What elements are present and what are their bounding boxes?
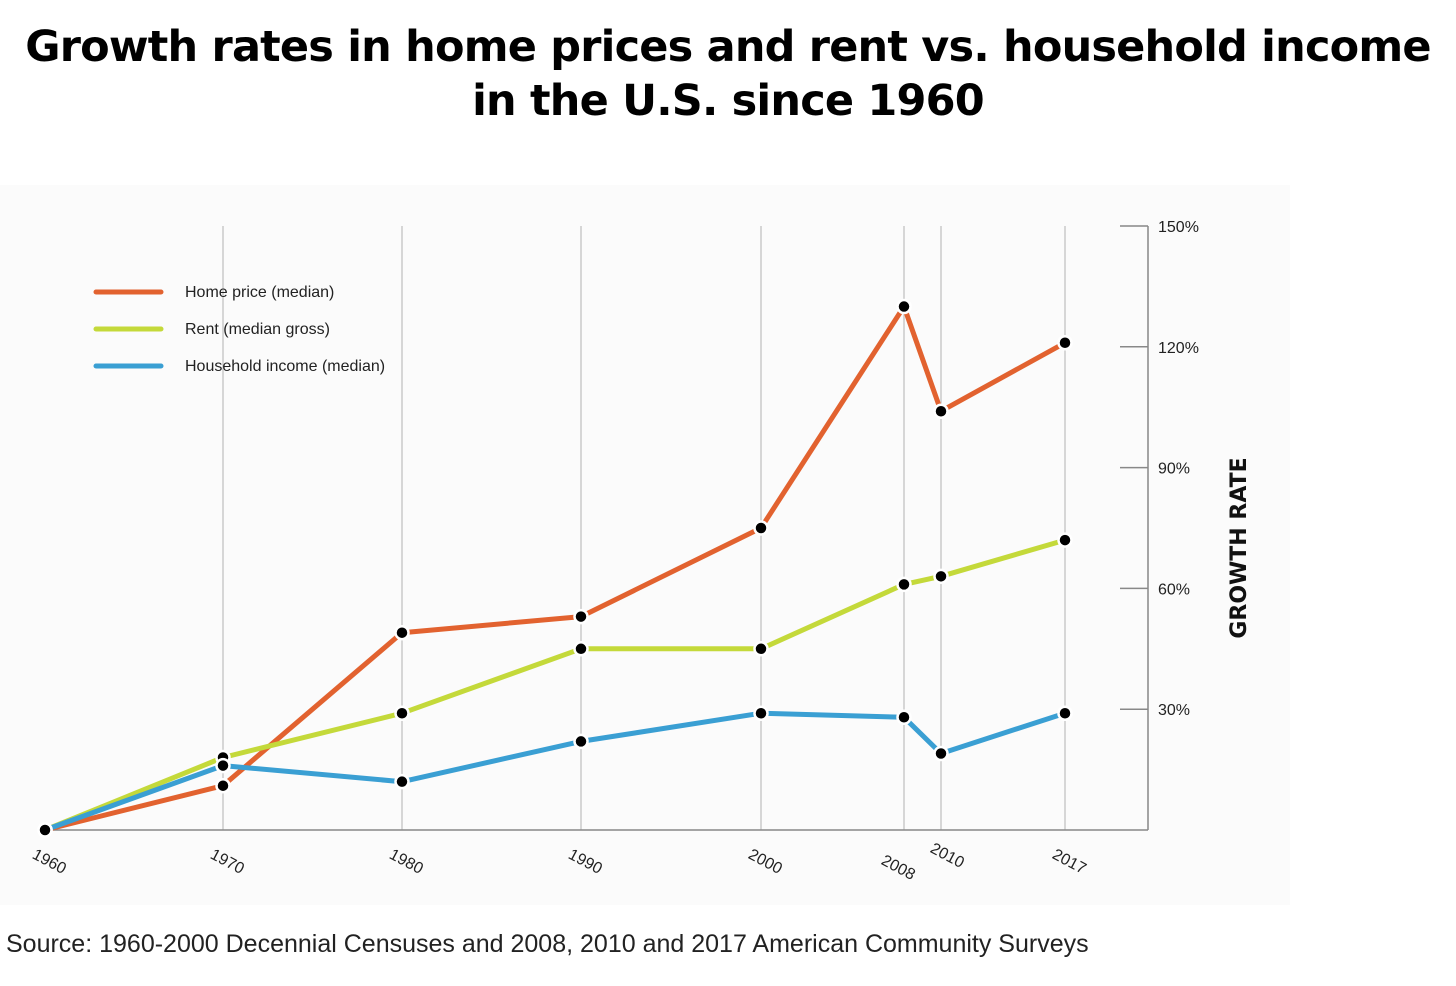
y-tick-label: 120% (1158, 340, 1199, 357)
series-points (37, 298, 1073, 838)
data-point-1-1990 (573, 641, 589, 657)
data-point-1-2000 (753, 641, 769, 657)
data-point-2-2008 (896, 709, 912, 726)
data-point-2-1990 (573, 733, 589, 750)
data-point-0-1990 (573, 608, 589, 625)
data-point-2-2010 (933, 745, 949, 762)
plot-background (0, 185, 1290, 905)
y-ticks: 30% 60% 90% 120% 150% (1120, 219, 1199, 719)
data-point-2-2017 (1057, 705, 1073, 721)
axes (45, 226, 1149, 831)
data-point-0-1980 (394, 624, 410, 641)
legend-label-1: Rent (median gross) (185, 321, 330, 338)
y-axis-label: GROWTH RATE (1227, 457, 1252, 638)
data-point-0-2008 (896, 298, 912, 315)
data-point-1-2017 (1057, 532, 1073, 548)
data-point-2-2000 (753, 705, 769, 721)
y-tick-label: 150% (1158, 219, 1199, 236)
data-point-0-2010 (933, 403, 949, 419)
data-point-0-1970 (215, 777, 231, 794)
data-point-0-2000 (753, 520, 769, 536)
y-tick-label: 30% (1158, 702, 1190, 719)
series-line-2 (42, 710, 1068, 833)
data-point-0-2017 (1057, 335, 1073, 351)
legend-label-2: Household income (median) (185, 358, 385, 375)
legend-label-0: Home price (median) (185, 284, 334, 301)
data-point-1-2010 (933, 568, 949, 585)
source-note: Source: 1960-2000 Decennial Censuses and… (6, 930, 1089, 958)
data-point-2-1960 (37, 822, 53, 838)
legend: Home price (median) Rent (median gross) Ho… (93, 284, 385, 375)
chart-title: Growth rates in home prices and rent vs.… (25, 22, 1431, 126)
data-point-1-1980 (394, 705, 410, 721)
data-point-2-1980 (394, 773, 410, 790)
data-point-2-1970 (215, 757, 231, 774)
y-tick-label: 60% (1158, 581, 1190, 598)
data-point-1-2008 (896, 576, 912, 593)
y-tick-label: 90% (1158, 461, 1190, 478)
series-line-0 (42, 304, 1068, 833)
